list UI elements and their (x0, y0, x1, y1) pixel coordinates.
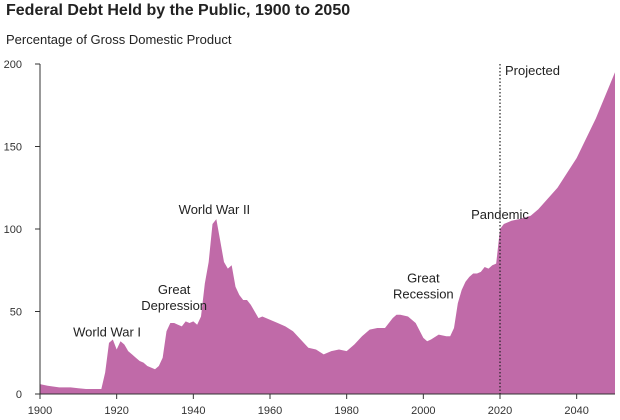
x-tick-label: 1980 (334, 405, 358, 417)
annotation-line: Pandemic (471, 207, 529, 222)
debt-area (40, 72, 615, 394)
y-tick-label: 150 (4, 142, 22, 154)
annotation-line: Great (158, 282, 191, 297)
projected-label: Projected (505, 63, 560, 78)
annotation-label: World War II (179, 202, 251, 217)
annotation-line: Great (407, 270, 440, 285)
y-tick-label: 0 (16, 389, 22, 401)
y-tick-label: 200 (4, 59, 22, 71)
annotation-label: World War I (73, 324, 141, 339)
annotation-line: World War II (179, 202, 251, 217)
annotation-label: Great Depression (141, 282, 207, 313)
chart-title: Federal Debt Held by the Public, 1900 to… (6, 2, 351, 19)
x-tick-label: 1940 (181, 405, 205, 417)
annotation-line: World War I (73, 324, 141, 339)
x-tick-label: 2020 (488, 405, 512, 417)
x-tick-label: 1920 (104, 405, 128, 417)
x-tick-label: 1900 (28, 405, 52, 417)
annotation-label: Pandemic (471, 207, 529, 222)
annotation-label: Great Recession (393, 270, 454, 301)
chart-subtitle: Percentage of Gross Domestic Product (6, 32, 232, 47)
y-tick-label: 50 (10, 307, 22, 319)
y-tick-label: 100 (4, 224, 22, 236)
x-tick-label: 2040 (564, 405, 588, 417)
annotation-line: Recession (393, 286, 454, 301)
x-tick-label: 1960 (258, 405, 282, 417)
annotation-line: Depression (141, 298, 207, 313)
x-tick-label: 2000 (411, 405, 435, 417)
